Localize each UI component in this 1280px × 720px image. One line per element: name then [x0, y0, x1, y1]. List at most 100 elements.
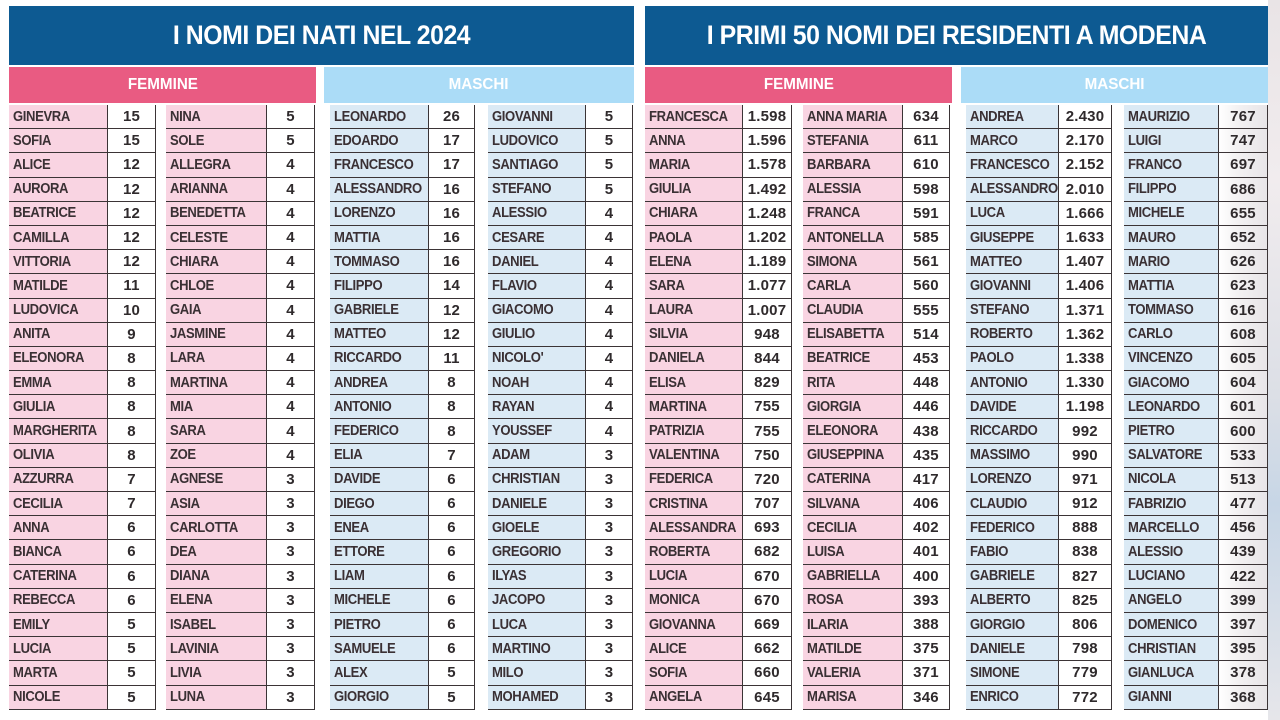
- count-cell: 626: [1218, 250, 1268, 274]
- count-cell: 8: [107, 371, 156, 395]
- name-text: ELISABETTA: [807, 326, 885, 343]
- name-row: GIULIA 1.492: [645, 177, 792, 202]
- name-cell: MILO: [488, 661, 585, 685]
- name-cell: FILIPPO: [330, 274, 428, 298]
- name-cell: AURORA: [9, 177, 107, 201]
- name-text: SARA: [170, 423, 206, 440]
- name-cell: CATERINA: [9, 564, 107, 588]
- count-cell: 611: [902, 129, 950, 153]
- name-cell: ANITA: [9, 322, 107, 346]
- name-cell: SOFIA: [645, 661, 742, 685]
- name-cell: GIULIO: [488, 322, 585, 346]
- count-cell: 3: [585, 540, 633, 564]
- name-text: RAYAN: [492, 398, 535, 415]
- name-text: DAVIDE: [334, 471, 381, 488]
- name-cell: GIULIA: [9, 395, 107, 419]
- name-cell: LAURA: [645, 298, 742, 322]
- count-cell: 1.330: [1058, 371, 1112, 395]
- name-text: BEATRICE: [807, 350, 870, 367]
- count-cell: 1.338: [1058, 346, 1112, 371]
- count-cell: 378: [1218, 661, 1268, 685]
- name-row: LUCIA 5: [9, 637, 156, 662]
- count-cell: 6: [107, 588, 156, 612]
- panel-title: I NOMI DEI NATI NEL 2024: [9, 6, 634, 65]
- name-cell: GIORGIO: [330, 685, 428, 709]
- count-cell: 7: [428, 443, 475, 467]
- count-cell: 17: [428, 153, 475, 177]
- count-cell: 16: [428, 225, 475, 250]
- name-cell: SANTIAGO: [488, 153, 585, 177]
- name-cell: VALENTINA: [645, 443, 742, 467]
- name-cell: ALLEGRA: [166, 153, 266, 177]
- count-cell: 5: [585, 177, 633, 201]
- name-text: TOMMASO: [334, 253, 400, 270]
- name-row: PIETRO 600: [1124, 419, 1268, 444]
- name-text: SILVIA: [649, 326, 688, 343]
- name-text: GIUSEPPINA: [807, 447, 884, 464]
- count-cell: 514: [902, 322, 950, 346]
- name-cell: GIOVANNA: [645, 612, 742, 637]
- name-text: JACOPO: [492, 592, 545, 609]
- name-text: SOFIA: [13, 132, 52, 149]
- name-cell: STEFANIA: [803, 129, 902, 153]
- name-row: JASMINE 4: [166, 322, 315, 347]
- count-cell: 604: [1218, 371, 1268, 395]
- name-row: MARISA 346: [803, 685, 950, 710]
- name-row: AGNESE 3: [166, 467, 315, 492]
- name-text: FABIO: [970, 543, 1009, 560]
- name-row: ANDREA 2.430: [966, 105, 1112, 130]
- name-cell: TOMMASO: [330, 250, 428, 274]
- name-row: ALICE 12: [9, 153, 156, 178]
- name-text: RICCARDO: [970, 423, 1038, 440]
- count-cell: 3: [266, 467, 315, 491]
- name-text: MICHELE: [1128, 205, 1185, 222]
- name-text: ALICE: [649, 640, 687, 657]
- name-row: NINA 5: [166, 105, 315, 130]
- count-cell: 3: [585, 661, 633, 685]
- name-row: DOMENICO 397: [1124, 612, 1268, 638]
- name-cell: ALICE: [645, 637, 742, 661]
- count-cell: 6: [107, 540, 156, 564]
- name-text: ELEONORA: [807, 423, 879, 440]
- count-cell: 4: [266, 177, 315, 201]
- count-cell: 12: [428, 322, 475, 346]
- name-text: FILIPPO: [334, 277, 383, 294]
- name-row: CESARE 4: [488, 225, 633, 251]
- name-row: BEATRICE 12: [9, 201, 156, 226]
- name-text: DOMENICO: [1128, 616, 1197, 633]
- name-row: VITTORIA 12: [9, 250, 156, 275]
- count-cell: 6: [107, 516, 156, 540]
- count-cell: 438: [902, 419, 950, 443]
- name-cell: RICCARDO: [330, 346, 428, 371]
- births-maschi-col-2: GIOVANNI 5 LUDOVICO 5 SANTIAGO 5 STEFANO 5 ALESS…: [488, 105, 633, 710]
- name-row: VINCENZO 605: [1124, 346, 1268, 372]
- name-cell: MATTEO: [966, 250, 1058, 274]
- name-text: ANNA: [649, 132, 686, 149]
- name-row: ELEONORA 438: [803, 419, 950, 444]
- count-cell: 12: [107, 225, 156, 250]
- count-cell: 686: [1218, 177, 1268, 201]
- name-cell: ELENA: [166, 588, 266, 612]
- count-cell: 600: [1218, 419, 1268, 443]
- name-cell: LUISA: [803, 540, 902, 564]
- count-cell: 4: [266, 250, 315, 274]
- name-row: GREGORIO 3: [488, 540, 633, 565]
- name-text: GREGORIO: [492, 543, 561, 560]
- residents-maschi-col-2: MAURIZIO 767 LUIGI 747 FRANCO 697 FILIPPO 686 MI…: [1124, 105, 1268, 710]
- name-cell: ANTONIO: [966, 371, 1058, 395]
- name-cell: LIAM: [330, 564, 428, 588]
- name-text: GIULIA: [13, 398, 56, 415]
- name-row: FEDERICO 888: [966, 516, 1112, 541]
- count-cell: 6: [107, 564, 156, 588]
- count-cell: 7: [107, 492, 156, 516]
- count-cell: 4: [266, 371, 315, 395]
- name-text: LEONARDO: [1128, 398, 1200, 415]
- name-row: FRANCA 591: [803, 201, 950, 226]
- name-cell: CECILIA: [803, 516, 902, 540]
- name-row: SANTIAGO 5: [488, 153, 633, 178]
- count-cell: 4: [266, 201, 315, 225]
- name-row: ROBERTO 1.362: [966, 322, 1112, 347]
- count-cell: 825: [1058, 588, 1112, 612]
- count-cell: 16: [428, 201, 475, 225]
- name-row: ELIA 7: [330, 443, 475, 468]
